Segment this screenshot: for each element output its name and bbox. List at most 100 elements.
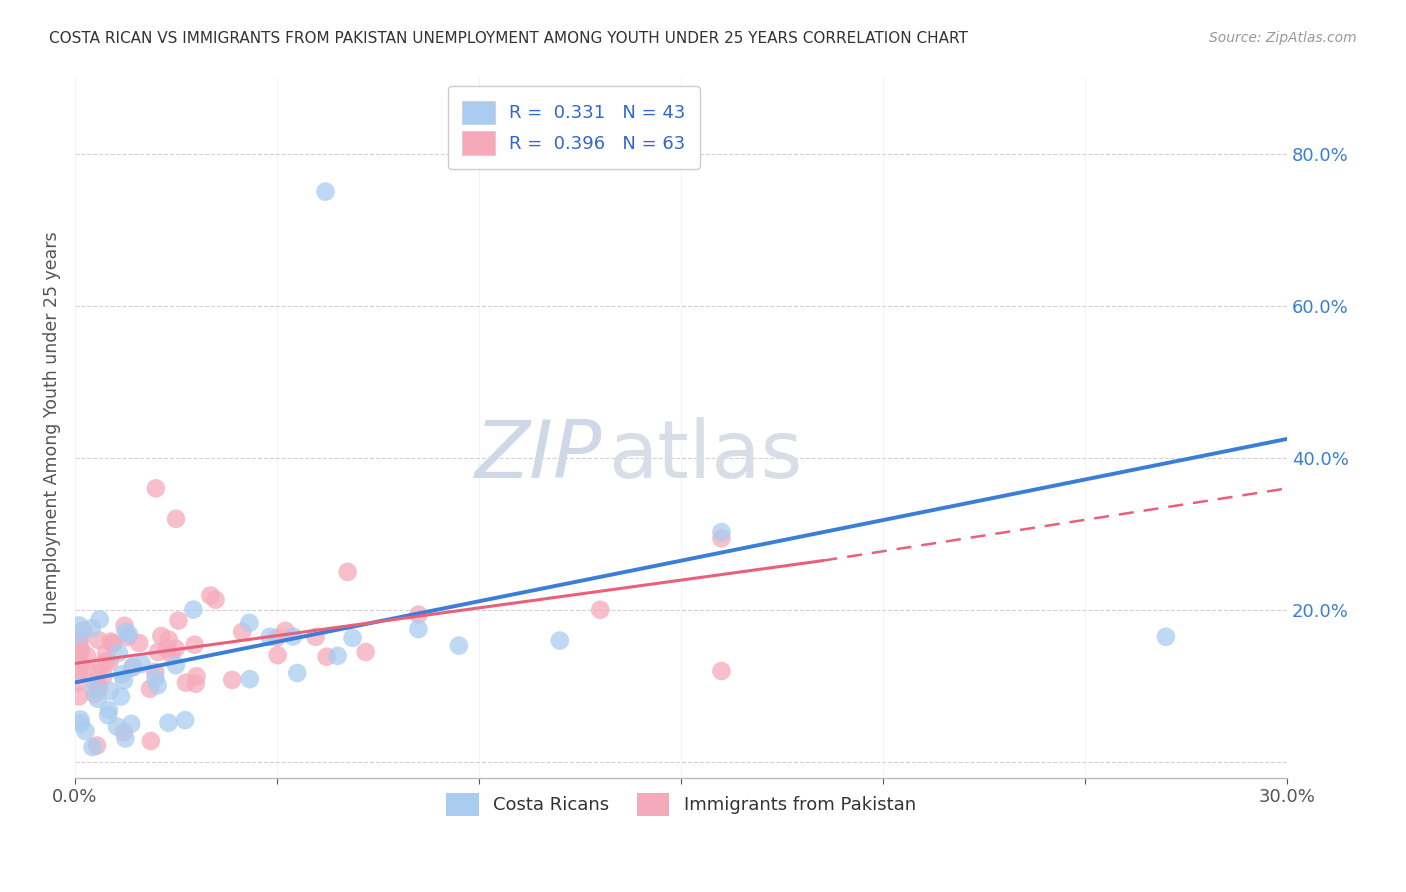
Point bbox=[259, 630, 281, 644]
Point bbox=[143, 665, 166, 679]
Point bbox=[90, 657, 112, 672]
Point bbox=[69, 626, 91, 640]
Point bbox=[67, 633, 90, 648]
Point bbox=[67, 675, 90, 690]
Point bbox=[200, 589, 222, 603]
Text: ZIP: ZIP bbox=[475, 417, 602, 494]
Point bbox=[184, 677, 207, 691]
Point bbox=[231, 624, 253, 639]
Point bbox=[111, 667, 134, 681]
Point bbox=[167, 614, 190, 628]
Point bbox=[114, 624, 136, 639]
Point bbox=[165, 658, 187, 673]
Point bbox=[274, 624, 297, 638]
Point bbox=[67, 666, 90, 681]
Point bbox=[82, 740, 104, 755]
Point bbox=[69, 642, 91, 657]
Point bbox=[186, 669, 208, 683]
Point bbox=[157, 632, 180, 647]
Point bbox=[110, 690, 132, 704]
Point bbox=[145, 482, 167, 496]
Point bbox=[112, 673, 135, 688]
Point bbox=[266, 631, 288, 645]
Point bbox=[77, 665, 100, 680]
Point bbox=[67, 618, 90, 632]
Point bbox=[326, 648, 349, 663]
Point bbox=[146, 678, 169, 692]
Point bbox=[121, 659, 143, 673]
Y-axis label: Unemployment Among Youth under 25 years: Unemployment Among Youth under 25 years bbox=[44, 231, 60, 624]
Point bbox=[98, 655, 121, 669]
Point bbox=[447, 639, 470, 653]
Point bbox=[87, 678, 110, 692]
Point bbox=[98, 683, 121, 698]
Point bbox=[710, 664, 733, 678]
Text: Source: ZipAtlas.com: Source: ZipAtlas.com bbox=[1209, 31, 1357, 45]
Point bbox=[118, 627, 141, 641]
Legend: Costa Ricans, Immigrants from Pakistan: Costa Ricans, Immigrants from Pakistan bbox=[437, 784, 925, 824]
Point bbox=[1154, 630, 1177, 644]
Point bbox=[139, 734, 162, 748]
Point bbox=[107, 646, 129, 660]
Point bbox=[100, 634, 122, 648]
Point bbox=[121, 660, 143, 674]
Point bbox=[86, 739, 108, 753]
Text: COSTA RICAN VS IMMIGRANTS FROM PAKISTAN UNEMPLOYMENT AMONG YOUTH UNDER 25 YEARS : COSTA RICAN VS IMMIGRANTS FROM PAKISTAN … bbox=[49, 31, 969, 46]
Point bbox=[285, 665, 308, 680]
Point bbox=[342, 631, 364, 645]
Point bbox=[112, 725, 135, 739]
Point bbox=[128, 636, 150, 650]
Point bbox=[408, 622, 430, 636]
Point bbox=[238, 615, 260, 630]
Point bbox=[120, 716, 142, 731]
Point bbox=[67, 690, 90, 704]
Point bbox=[93, 669, 115, 683]
Point bbox=[239, 672, 262, 686]
Point bbox=[114, 731, 136, 746]
Point bbox=[146, 645, 169, 659]
Point bbox=[76, 648, 98, 663]
Point bbox=[174, 675, 197, 690]
Point bbox=[150, 629, 173, 643]
Point bbox=[354, 645, 377, 659]
Point bbox=[97, 708, 120, 723]
Point bbox=[304, 630, 326, 644]
Point bbox=[96, 654, 118, 668]
Point bbox=[89, 612, 111, 626]
Point bbox=[114, 618, 136, 632]
Point bbox=[75, 724, 97, 739]
Point bbox=[87, 681, 110, 696]
Point bbox=[315, 649, 337, 664]
Point bbox=[131, 657, 153, 671]
Point bbox=[69, 716, 91, 731]
Point bbox=[160, 647, 183, 661]
Point bbox=[101, 637, 124, 651]
Point bbox=[94, 647, 117, 661]
Point bbox=[156, 641, 179, 656]
Point bbox=[139, 681, 162, 696]
Point bbox=[174, 713, 197, 727]
Point bbox=[548, 633, 571, 648]
Text: atlas: atlas bbox=[609, 417, 803, 494]
Point bbox=[165, 512, 187, 526]
Point bbox=[69, 632, 91, 647]
Point bbox=[266, 648, 288, 663]
Point bbox=[72, 624, 94, 638]
Point bbox=[97, 703, 120, 717]
Point bbox=[70, 644, 93, 658]
Point bbox=[408, 607, 430, 622]
Point bbox=[204, 592, 226, 607]
Point bbox=[87, 665, 110, 680]
Point bbox=[183, 602, 205, 616]
Point bbox=[145, 671, 167, 685]
Point bbox=[281, 630, 304, 644]
Point bbox=[69, 713, 91, 727]
Point bbox=[87, 691, 110, 706]
Point bbox=[80, 621, 103, 635]
Point bbox=[103, 636, 125, 650]
Point bbox=[83, 682, 105, 697]
Point bbox=[710, 524, 733, 539]
Point bbox=[117, 630, 139, 644]
Point bbox=[157, 715, 180, 730]
Point bbox=[315, 185, 337, 199]
